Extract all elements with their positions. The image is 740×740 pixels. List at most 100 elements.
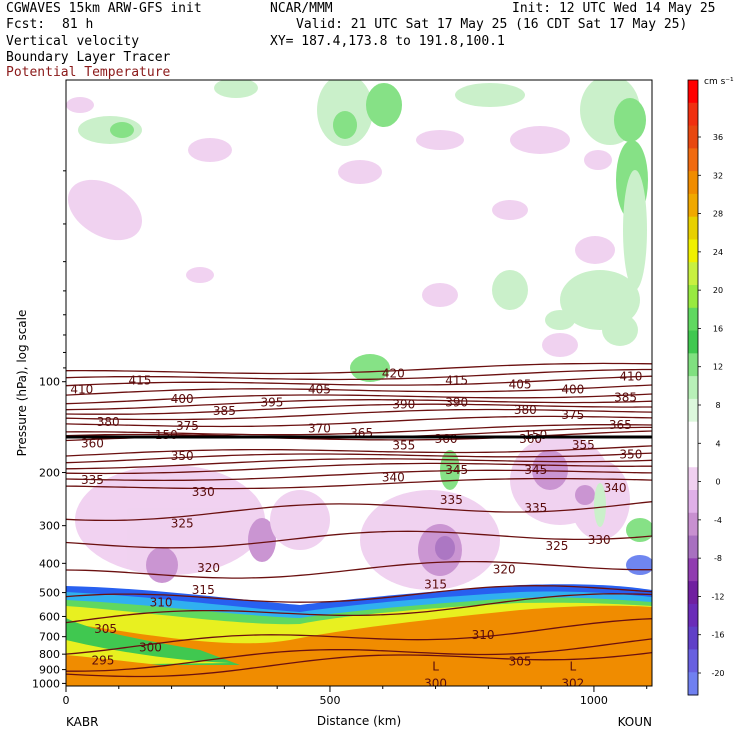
contour-label: 150 — [524, 428, 547, 442]
contour-label: 325 — [546, 539, 569, 553]
x-tick-label: 1000 — [580, 694, 608, 707]
contour-label: 350 — [619, 447, 642, 461]
theta-contour — [66, 452, 652, 464]
y-tick-label: 500 — [39, 587, 60, 600]
plot-area: 420 415 415 410 410 405 405 400 400 395 390 390 385 3… — [66, 80, 652, 690]
contour-label: 400 — [561, 382, 584, 396]
org-label: NCAR/MMM — [270, 1, 333, 16]
colorbar-swatch — [688, 193, 698, 218]
theta-contour — [66, 638, 652, 672]
potential-temperature-contours — [66, 362, 652, 678]
theta-contour — [66, 393, 652, 405]
theta-contour — [66, 530, 652, 549]
theta-contour — [66, 560, 652, 579]
valid-time: Valid: 21 UTC Sat 17 May 25 (16 CDT Sat … — [296, 17, 688, 32]
colorbar: 36 32 28 24 20 16 12 8 4 0 -4 -8 -12 -16 -20 — [687, 79, 725, 696]
colorbar-swatch — [688, 672, 698, 696]
plot-frame — [65, 79, 653, 687]
y-axis-title: Pressure (hPa), log scale — [15, 310, 29, 457]
contour-label: L — [432, 660, 439, 674]
contour-label: 315 — [424, 577, 447, 591]
theta-contour — [66, 651, 652, 678]
colorbar-label: 24 — [713, 248, 723, 257]
colorbar-swatch — [688, 421, 698, 445]
contour-label: 302 — [561, 676, 584, 690]
theta-contour — [66, 415, 652, 428]
x-tick-label: 0 — [63, 694, 70, 707]
contour-label: 395 — [260, 395, 283, 409]
contour-label: 320 — [493, 563, 516, 577]
contour-label: 305 — [509, 654, 532, 668]
colorbar-swatch — [688, 376, 698, 400]
contour-label: 330 — [192, 485, 215, 499]
contour-label: 390 — [392, 397, 415, 411]
contour-label: 390 — [445, 395, 468, 409]
colorbar-swatch — [688, 307, 698, 332]
colorbar-label: 0 — [715, 478, 720, 487]
colorbar-swatch — [688, 148, 698, 172]
contour-label: 345 — [445, 463, 468, 477]
colorbar-swatch — [688, 285, 698, 309]
contour-label: 340 — [604, 481, 627, 495]
colorbar-label: 28 — [713, 210, 723, 219]
theta-contour — [66, 445, 652, 457]
colorbar-swatch — [688, 626, 698, 650]
y-tick-label: 600 — [39, 610, 60, 623]
x-start-station: KABR — [66, 715, 98, 729]
contour-label: 375 — [176, 419, 199, 433]
contour-label: 380 — [514, 403, 537, 417]
theta-contour — [66, 362, 652, 375]
contour-label: 355 — [392, 439, 415, 453]
theta-contour — [66, 403, 652, 415]
contour-label: 380 — [97, 415, 120, 429]
contour-labels: 420 415 415 410 410 405 405 400 400 395 390 390 385 3… — [70, 367, 642, 690]
colorbar-swatch — [688, 102, 698, 127]
colorbar-label: 20 — [713, 286, 723, 295]
colorbar-swatch — [688, 216, 698, 240]
cross-section-coords: XY= 187.4,173.8 to 191.8,100.1 — [270, 34, 505, 49]
forecast-hour: 81 h — [62, 17, 94, 32]
colorbar-swatch — [688, 239, 698, 263]
theta-contour — [66, 469, 652, 482]
field-boundary-layer-tracer: Boundary Layer Tracer — [6, 50, 171, 65]
colorbar-swatch — [688, 581, 698, 605]
init-time: Init: 12 UTC Wed 14 May 25 — [512, 1, 716, 16]
colorbar-swatch — [688, 398, 698, 423]
colorbar-swatch — [688, 171, 698, 195]
model-title: CGWAVES 15km ARW-GFS init — [6, 1, 202, 16]
contour-label: 325 — [171, 516, 194, 530]
contour-label: 405 — [509, 377, 532, 391]
contour-label: 335 — [524, 501, 547, 515]
colorbar-label: 32 — [713, 171, 723, 180]
colorbar-label: 8 — [715, 401, 720, 410]
contour-label: 335 — [81, 473, 104, 487]
contour-label: 350 — [171, 449, 194, 463]
field-vertical-velocity: Vertical velocity — [6, 34, 140, 49]
colorbar-label: 4 — [715, 439, 720, 448]
contour-label: 415 — [445, 373, 468, 387]
contour-label: 360 — [81, 436, 104, 450]
y-tick-label: 100 — [39, 376, 60, 389]
theta-contour — [66, 424, 652, 436]
contour-label: 365 — [609, 418, 632, 432]
x-tick-label: 500 — [319, 694, 340, 707]
x-end-station: KOUN — [618, 715, 652, 729]
theta-contour — [66, 458, 652, 470]
contour-label: 420 — [382, 367, 405, 381]
colorbar-swatch — [688, 467, 698, 491]
colorbar-label: 16 — [713, 324, 723, 333]
y-tick-label: 1000 — [32, 677, 60, 690]
contour-label: 375 — [561, 408, 584, 422]
colorbar-swatch — [688, 512, 698, 537]
colorbar-swatch — [688, 535, 698, 559]
contour-label: 385 — [614, 391, 637, 405]
contour-label: 300 — [139, 640, 162, 654]
contour-label: 305 — [94, 622, 117, 636]
contour-label: 355 — [572, 438, 595, 452]
colorbar-swatch — [688, 125, 698, 149]
colorbar-swatch — [688, 80, 698, 104]
colorbar-swatch — [688, 262, 698, 286]
theta-contour — [66, 585, 652, 603]
theta-contour — [66, 593, 652, 624]
colorbar-label: 12 — [713, 363, 723, 372]
